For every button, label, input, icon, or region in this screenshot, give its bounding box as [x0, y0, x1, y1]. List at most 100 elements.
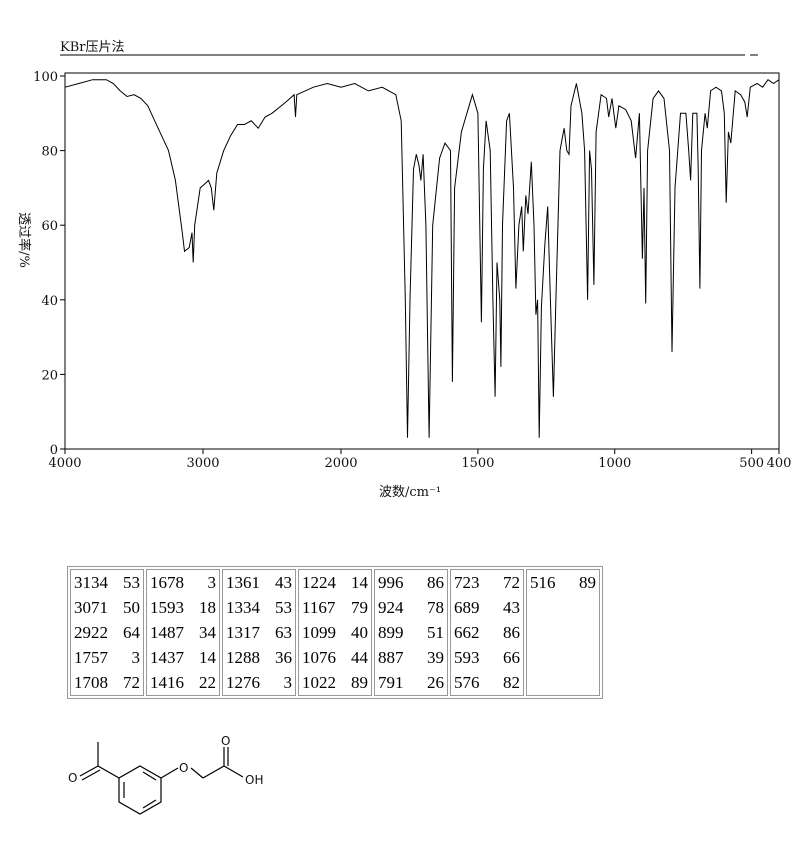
transmittance: 82	[503, 673, 520, 692]
transmittance: 26	[427, 673, 444, 692]
wavenumber: 1593	[150, 598, 184, 617]
table-row: 1361 43	[226, 570, 292, 595]
x-tick-label: 1500	[461, 456, 494, 471]
chart-title: KBr压片法	[60, 40, 124, 55]
table-column: 1361 43 1334 53 1317 63 1288 36 1276 3	[222, 569, 296, 696]
table-row: 1334 53	[226, 595, 292, 620]
wavenumber: 689	[454, 598, 480, 617]
transmittance: 64	[123, 623, 140, 642]
wavenumber: 996	[378, 573, 404, 592]
table-row: 924 78	[378, 595, 444, 620]
table-row: 1167 79	[302, 595, 368, 620]
table-row: 1437 14	[150, 645, 216, 670]
transmittance: 72	[123, 673, 140, 692]
transmittance: 36	[275, 648, 292, 667]
wavenumber: 1224	[302, 573, 336, 592]
structure: O O O OH	[68, 734, 263, 815]
transmittance: 66	[503, 648, 520, 667]
wavenumber: 3134	[74, 573, 108, 592]
transmittance: 53	[123, 573, 140, 592]
table-row: 791 26	[378, 670, 444, 695]
table-row: 723 72	[454, 570, 520, 595]
table-row: 887 39	[378, 645, 444, 670]
table-row: 899 51	[378, 620, 444, 645]
wavenumber: 1276	[226, 673, 260, 692]
wavenumber: 1361	[226, 573, 260, 592]
table-row: 1416 22	[150, 670, 216, 695]
atom-label: OH	[245, 773, 263, 787]
table-column: 516 89	[526, 569, 600, 696]
table-row: 2922 64	[74, 620, 140, 645]
wavenumber: 1317	[226, 623, 260, 642]
transmittance: 78	[427, 598, 444, 617]
wavenumber: 1167	[302, 598, 336, 617]
table-row: 1678 3	[150, 570, 216, 595]
wavenumber: 1708	[74, 673, 108, 692]
wavenumber: 1416	[150, 673, 184, 692]
table-column: 723 72 689 43 662 86 593 66 576 82	[450, 569, 524, 696]
table-row: 1487 34	[150, 620, 216, 645]
table-column: 1224 14 1167 79 1099 40 1076 44 1022 89	[298, 569, 372, 696]
y-tick-label: 100	[33, 70, 58, 85]
wavenumber: 723	[454, 573, 480, 592]
spectrum-line	[64, 79, 780, 438]
peak-table: 3134 53 3071 50 2922 64 1757 3 1708 72 1678 3 1593 18…	[67, 566, 603, 699]
x-tick-label: 3000	[186, 456, 219, 471]
table-row: 662 86	[454, 620, 520, 645]
table-row: 516 89	[530, 570, 596, 595]
table-row: 576 82	[454, 670, 520, 695]
transmittance: 51	[427, 623, 444, 642]
table-row: 1076 44	[302, 645, 368, 670]
table-row: 1708 72	[74, 670, 140, 695]
transmittance: 79	[351, 598, 368, 617]
atom-label: O	[221, 734, 230, 748]
transmittance: 72	[503, 573, 520, 592]
transmittance: 63	[275, 623, 292, 642]
table-row: 1593 18	[150, 595, 216, 620]
chart: KBr压片法 波数/cm⁻¹ 透过率/% 0 20 40 60 80 100 4000 300…	[16, 40, 791, 500]
wavenumber: 1334	[226, 598, 260, 617]
transmittance: 86	[503, 623, 520, 642]
transmittance: 18	[199, 598, 216, 617]
transmittance: 3	[283, 673, 293, 692]
wavenumber: 887	[378, 648, 404, 667]
x-tick-label: 4000	[48, 456, 81, 471]
wavenumber: 1487	[150, 623, 184, 642]
transmittance: 34	[199, 623, 216, 642]
wavenumber: 1757	[74, 648, 108, 667]
table-row: 3134 53	[74, 570, 140, 595]
transmittance: 3	[207, 573, 217, 592]
wavenumber: 3071	[74, 598, 108, 617]
transmittance: 89	[579, 573, 596, 592]
wavenumber: 662	[454, 623, 480, 642]
wavenumber: 516	[530, 573, 556, 592]
wavenumber: 2922	[74, 623, 108, 642]
table-column: 1678 3 1593 18 1487 34 1437 14 1416 22	[146, 569, 220, 696]
transmittance: 40	[351, 623, 368, 642]
table-column: 996 86 924 78 899 51 887 39 791 26	[374, 569, 448, 696]
y-tick-label: 80	[41, 145, 58, 160]
table-row: 1757 3	[74, 645, 140, 670]
wavenumber: 1022	[302, 673, 336, 692]
table-row: 1276 3	[226, 670, 292, 695]
transmittance: 44	[351, 648, 368, 667]
x-tick-label: 500	[739, 456, 764, 471]
wavenumber: 791	[378, 673, 404, 692]
wavenumber: 1076	[302, 648, 336, 667]
y-tick-label: 40	[41, 294, 58, 309]
wavenumber: 1288	[226, 648, 260, 667]
x-tick-label: 2000	[324, 456, 357, 471]
atom-label: O	[179, 761, 188, 775]
x-tick-label: 1000	[598, 456, 631, 471]
y-tick-label: 0	[50, 443, 58, 458]
transmittance: 89	[351, 673, 368, 692]
wavenumber: 924	[378, 598, 404, 617]
y-tick-label: 20	[41, 368, 58, 383]
y-axis-label: 透过率/%	[16, 212, 32, 268]
wavenumber: 1437	[150, 648, 184, 667]
table-row: 1288 36	[226, 645, 292, 670]
table-row: 689 43	[454, 595, 520, 620]
table-row: 1022 89	[302, 670, 368, 695]
transmittance: 43	[503, 598, 520, 617]
